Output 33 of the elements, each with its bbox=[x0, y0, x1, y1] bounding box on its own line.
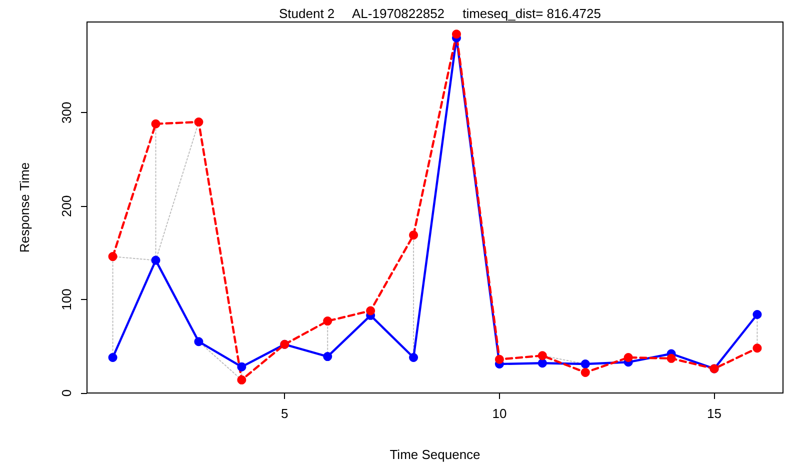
point bbox=[323, 316, 332, 326]
chart-title: Student 2 AL-1970822852 timeseq_dist= 816.4725 bbox=[279, 6, 601, 21]
point bbox=[752, 310, 762, 319]
y-tick-label: 200 bbox=[59, 195, 74, 217]
point bbox=[108, 352, 118, 362]
point bbox=[194, 337, 204, 346]
point bbox=[409, 230, 418, 240]
point bbox=[108, 252, 118, 262]
y-tick-label: 100 bbox=[59, 288, 74, 310]
x-tick-label: 10 bbox=[492, 406, 507, 421]
y-axis-title: Response Time bbox=[17, 162, 32, 253]
point bbox=[237, 375, 246, 384]
point bbox=[538, 351, 547, 360]
point bbox=[237, 362, 246, 372]
point bbox=[366, 306, 376, 316]
y-tick-label: 0 bbox=[59, 389, 74, 397]
point bbox=[752, 344, 762, 353]
point bbox=[494, 354, 504, 364]
point bbox=[580, 368, 590, 377]
y-tick-label: 300 bbox=[59, 102, 74, 124]
point bbox=[151, 119, 160, 128]
point bbox=[666, 354, 676, 363]
point bbox=[538, 358, 547, 368]
point bbox=[452, 30, 461, 39]
point bbox=[194, 117, 204, 126]
x-tick-label: 15 bbox=[707, 406, 722, 421]
point bbox=[624, 352, 633, 362]
point bbox=[409, 352, 418, 362]
x-axis-title: Time Sequence bbox=[390, 447, 480, 462]
point bbox=[323, 352, 332, 362]
x-tick-label: 5 bbox=[281, 406, 288, 421]
point bbox=[151, 256, 160, 265]
point bbox=[580, 360, 590, 369]
